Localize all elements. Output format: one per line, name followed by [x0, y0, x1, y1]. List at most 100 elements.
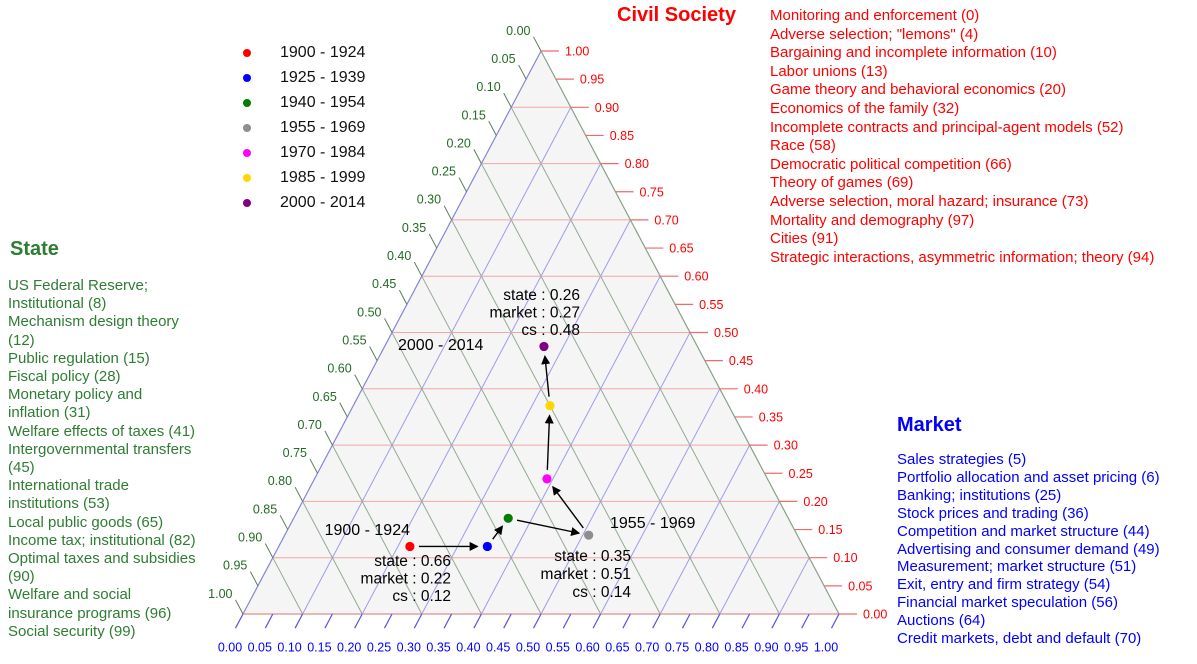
tick-label-state-0.05: 0.05 [491, 52, 515, 66]
tick-label-state-0.55: 0.55 [342, 333, 366, 347]
tick-label-state-0.70: 0.70 [298, 418, 322, 432]
legend-item: 2000 - 2014 [238, 190, 365, 215]
tick-label-state-0.25: 0.25 [432, 165, 456, 179]
tick-label-state-0.95: 0.95 [223, 559, 247, 573]
tick-market-0.70 [652, 613, 661, 629]
tick-market-0.55 [562, 613, 572, 629]
gridline-state-0.10 [510, 107, 780, 615]
tick-label-cs-0.25: 0.25 [789, 467, 813, 481]
legend-dot-icon [243, 198, 251, 207]
tick-label-cs-0.30: 0.30 [774, 439, 798, 453]
tick-market-0.30 [413, 613, 423, 629]
tick-state-0.40 [413, 261, 423, 277]
annotation-text: state : 0.35 [554, 548, 631, 565]
data-point-2000-2014 [539, 341, 549, 352]
state-topic: Optimal taxes and subsidies (90) [8, 550, 196, 586]
civil-society-topic: Monitoring and enforcement (0) [770, 7, 980, 24]
civil-society-topic: Labor unions (13) [770, 62, 888, 80]
tick-state-0.60 [354, 374, 363, 390]
gridline-market-0.90 [778, 557, 810, 615]
state-topic: Income tax; institutional (82) [8, 531, 196, 549]
tick-state-0.65 [339, 402, 348, 418]
market-topic: Stock prices and trading (36) [897, 504, 1089, 522]
tick-label-cs-0.65: 0.65 [669, 242, 693, 256]
tick-state-0.75 [309, 458, 318, 474]
legend: 1900 - 1924 1925 - 1939 1940 - 1954 1955 - … [238, 40, 365, 215]
tick-state-0.45 [398, 289, 408, 305]
tick-label-state-0.75: 0.75 [283, 446, 307, 460]
tick-state-0.25 [458, 177, 467, 192]
tick-state-1.00 [235, 599, 244, 615]
legend-label: 2000 - 2014 [280, 193, 366, 211]
state-topic: International trade institutions (53) [8, 477, 129, 513]
state-topic: Welfare and social insurance programs (9… [8, 586, 172, 622]
tick-label-market-0.65: 0.65 [605, 641, 629, 655]
tick-label-market-0.35: 0.35 [426, 641, 450, 655]
axis-tick-labels: 0.00 0.00 0.00 0.05 0.05 0.05 0.10 0.10 0.10 0.15… [208, 24, 887, 655]
tick-label-state-0.10: 0.10 [476, 80, 500, 94]
market-topic: Financial market speculation (56) [897, 594, 1118, 612]
data-point-1925-1939 [482, 541, 492, 552]
grid-lines [243, 51, 839, 615]
trajectory-arrow [544, 414, 554, 470]
tick-label-state-0.20: 0.20 [447, 136, 471, 150]
data-points [405, 341, 594, 552]
tick-state-0.95 [249, 571, 259, 587]
tick-label-state-0.45: 0.45 [372, 277, 396, 291]
annotation-text: market : 0.27 [490, 305, 580, 322]
state-topic: Public regulation (15) [8, 349, 150, 367]
data-point-1900-1924 [405, 541, 415, 552]
tick-market-0.80 [711, 613, 721, 629]
tick-label-market-0.85: 0.85 [724, 641, 748, 655]
market-topic: Portfolio allocation and asset pricing (… [897, 468, 1160, 486]
state-axis-title: State [10, 238, 59, 260]
legend-item: 1940 - 1954 [238, 90, 365, 115]
annotation-text: market : 0.22 [361, 571, 451, 588]
gridline-market-0.70 [659, 444, 751, 615]
market-topic: Measurement; market structure (51) [897, 558, 1137, 576]
tick-state-0.30 [443, 205, 453, 221]
legend-label: 1970 - 1984 [280, 143, 366, 161]
tick-label-cs-0.60: 0.60 [684, 270, 708, 284]
trajectory-arrows [418, 355, 584, 551]
tick-state-0.15 [488, 121, 497, 136]
tick-label-market-0.00: 0.00 [218, 641, 242, 655]
tick-label-market-0.40: 0.40 [456, 641, 480, 655]
tick-state-0.80 [294, 486, 304, 502]
tick-label-cs-0.40: 0.40 [744, 382, 768, 396]
tick-label-market-0.75: 0.75 [665, 641, 689, 655]
tick-market-1.00 [830, 613, 840, 629]
tick-label-market-0.70: 0.70 [635, 641, 659, 655]
legend-label: 1940 - 1954 [280, 93, 366, 111]
tick-label-market-0.25: 0.25 [367, 641, 391, 655]
tick-label-state-0.90: 0.90 [238, 531, 262, 545]
trajectory-arrow [492, 525, 504, 540]
tick-label-cs-0.85: 0.85 [610, 129, 634, 143]
annotation-text: 2000 - 2014 [398, 337, 484, 354]
legend-dot-icon [243, 98, 251, 107]
tick-state-0.00 [533, 36, 542, 52]
tick-label-cs-0.90: 0.90 [595, 101, 619, 115]
tick-label-cs-1.00: 1.00 [565, 45, 589, 59]
tick-market-0.40 [473, 613, 482, 629]
annotation-text: cs : 0.14 [572, 584, 631, 601]
tick-market-0.75 [681, 613, 691, 629]
tick-label-cs-0.10: 0.10 [833, 551, 857, 565]
trajectory-arrow [541, 355, 551, 397]
annotation-text: state : 0.26 [503, 287, 580, 304]
legend-dot-icon [243, 148, 251, 157]
gridline-state-0.80 [302, 501, 363, 615]
market-axis-title: Market [897, 414, 962, 436]
civil-society-axis-title: Civil Society [617, 4, 736, 26]
gridline-state-0.60 [361, 388, 482, 615]
data-point-1940-1954 [503, 513, 513, 523]
tick-label-market-0.50: 0.50 [516, 641, 540, 655]
civil-society-topic: Democratic political competition (66) [770, 155, 1012, 173]
tick-label-cs-0.35: 0.35 [759, 410, 783, 424]
tick-market-0.05 [264, 613, 274, 629]
tick-label-market-0.20: 0.20 [337, 641, 361, 655]
tick-market-0.85 [741, 613, 751, 629]
legend-dot-icon [243, 48, 251, 57]
tick-label-state-0.80: 0.80 [268, 474, 292, 488]
tick-label-market-0.90: 0.90 [754, 641, 778, 655]
